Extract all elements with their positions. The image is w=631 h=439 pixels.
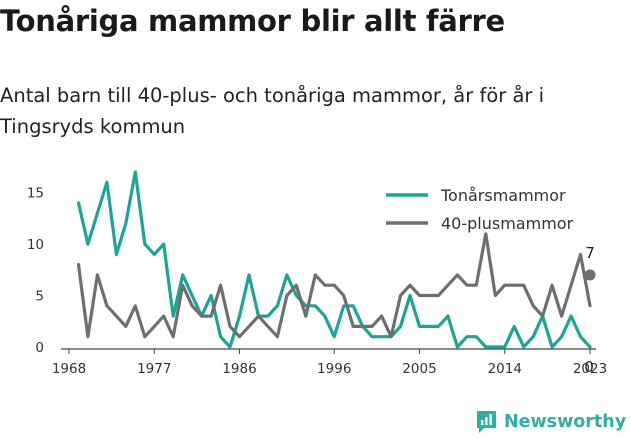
end-label-40-plusmammor: 7 (585, 244, 595, 262)
y-tick-label: 15 (27, 186, 44, 202)
x-tick-label: 2023 (573, 361, 607, 377)
x-tick-label: 1996 (317, 361, 351, 377)
legend-label-40-plusmammor: 40-plusmammor (441, 214, 574, 233)
x-tick-label: 2014 (488, 361, 522, 377)
end-marker-40-plusmammor (584, 269, 596, 281)
series-line-40-plusmammor (76, 232, 592, 339)
x-tick-label: 2005 (402, 361, 436, 377)
line-chart: 0 5 10 15 1968 1977 1986 1996 2005 2014 2023 7 0 Tonå… (27, 170, 607, 377)
series-line-tonarsmammor (76, 170, 592, 349)
newsworthy-logo-text: Newsworthy (504, 412, 627, 432)
y-tick-label: 5 (35, 289, 44, 305)
y-tick-label: 10 (27, 237, 44, 253)
y-tick-label: 0 (35, 340, 44, 356)
chart-subtitle: Antal barn till 40-plus- och tonåriga ma… (0, 84, 545, 138)
x-tick-label: 1986 (222, 361, 256, 377)
newsworthy-logo: Newsworthy (475, 407, 626, 437)
chart-title: Tonåriga mammor blir allt färre (0, 4, 505, 38)
newsworthy-logo-icon (477, 411, 496, 433)
end-label-tonarsmammor: 0 (584, 358, 594, 376)
legend-label-tonarsmammor: Tonårsmammor (440, 186, 566, 205)
x-tick-label: 1968 (52, 361, 86, 377)
x-tick-label: 1977 (137, 361, 171, 377)
